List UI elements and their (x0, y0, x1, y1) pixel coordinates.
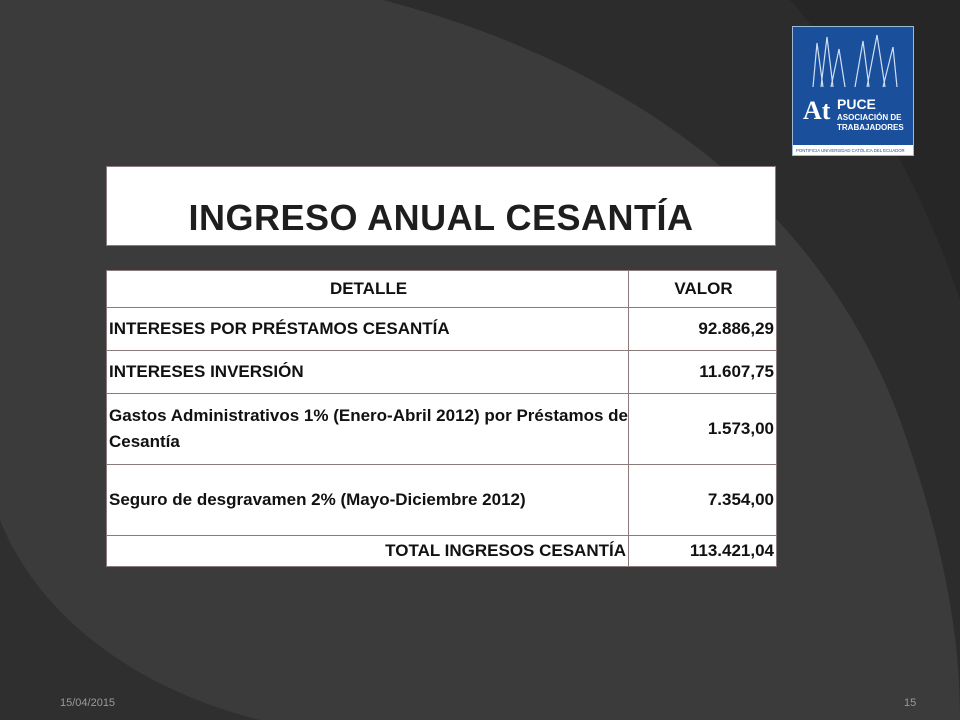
row-detalle: Seguro de desgravamen 2% (Mayo-Diciembre… (106, 464, 629, 536)
svg-text:PUCE: PUCE (837, 96, 876, 112)
slide-title: INGRESO ANUAL CESANTÍA (188, 197, 694, 238)
table-total-row: TOTAL INGRESOS CESANTÍA 113.421,04 (106, 535, 777, 567)
svg-text:PONTIFICIA UNIVERSIDAD CATÓLIC: PONTIFICIA UNIVERSIDAD CATÓLICA DEL ECUA… (796, 148, 905, 153)
row-detalle: INTERESES INVERSIÓN (106, 350, 629, 394)
atpuce-logo: At PUCE ASOCIACIÓN DE TRABAJADORES PONTI… (792, 26, 914, 156)
row-valor: 92.886,29 (628, 307, 777, 351)
footer-page-number: 15 (904, 697, 917, 709)
table-row: Seguro de desgravamen 2% (Mayo-Diciembre… (106, 464, 777, 536)
svg-text:ASOCIACIÓN DE: ASOCIACIÓN DE (837, 113, 902, 122)
income-table: DETALLE VALOR INTERESES POR PRÉSTAMOS CE… (106, 270, 777, 567)
total-valor: 113.421,04 (628, 535, 777, 567)
row-valor: 11.607,75 (628, 350, 777, 394)
total-label: TOTAL INGRESOS CESANTÍA (106, 535, 629, 567)
row-valor: 1.573,00 (628, 393, 777, 465)
svg-text:TRABAJADORES: TRABAJADORES (837, 123, 904, 132)
table-row: Gastos Administrativos 1% (Enero-Abril 2… (106, 393, 777, 465)
row-valor: 7.354,00 (628, 464, 777, 536)
row-detalle: Gastos Administrativos 1% (Enero-Abril 2… (106, 393, 629, 465)
footer-date: 15/04/2015 (60, 697, 116, 709)
slide-title-box: INGRESO ANUAL CESANTÍA (106, 166, 776, 246)
row-detalle: INTERESES POR PRÉSTAMOS CESANTÍA (106, 307, 629, 351)
svg-text:At: At (803, 96, 831, 125)
column-header-valor: VALOR (628, 270, 777, 308)
table-header-row: DETALLE VALOR (106, 270, 777, 308)
table-row: INTERESES POR PRÉSTAMOS CESANTÍA 92.886,… (106, 307, 777, 351)
column-header-detalle: DETALLE (106, 270, 629, 308)
table-row: INTERESES INVERSIÓN 11.607,75 (106, 350, 777, 394)
